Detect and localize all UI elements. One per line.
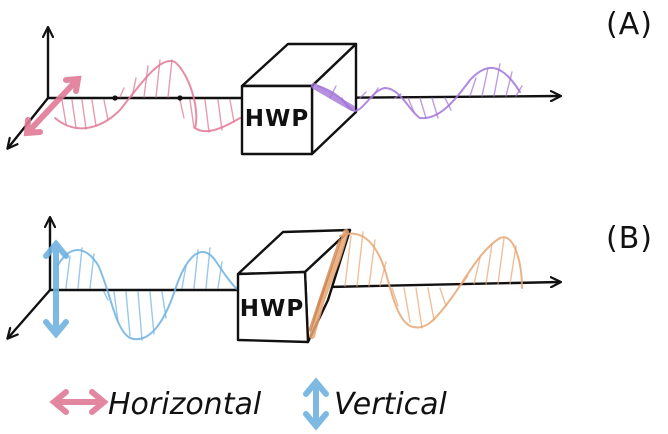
- input-wave-b: [57, 247, 241, 341]
- panel-label-a: (A): [606, 7, 653, 42]
- hwp-label-a: HWP: [245, 106, 309, 132]
- panel-b: HWP (B): [8, 218, 653, 344]
- propagation-axis-b-out: [326, 282, 560, 287]
- panel-a: HWP (A): [8, 7, 653, 156]
- depth-axis-b: [8, 288, 52, 338]
- legend: Horizontal Vertical: [49, 377, 448, 431]
- vertical-arrow-b: [43, 239, 69, 339]
- input-wave-a: [54, 59, 241, 133]
- legend-vertical-icon: [303, 377, 329, 431]
- output-wave-b: [308, 229, 523, 339]
- hwp-label-b: HWP: [240, 296, 304, 322]
- output-wave-a: [311, 63, 523, 120]
- legend-horizontal-icon: [49, 389, 109, 415]
- hwp-box-b: [236, 228, 352, 344]
- legend-horizontal-label: Horizontal: [108, 387, 262, 422]
- panel-label-b: (B): [606, 221, 653, 256]
- hwp-box-a: [240, 42, 358, 156]
- legend-vertical-label: Vertical: [334, 387, 448, 422]
- horizontal-arrow-a: [23, 75, 82, 137]
